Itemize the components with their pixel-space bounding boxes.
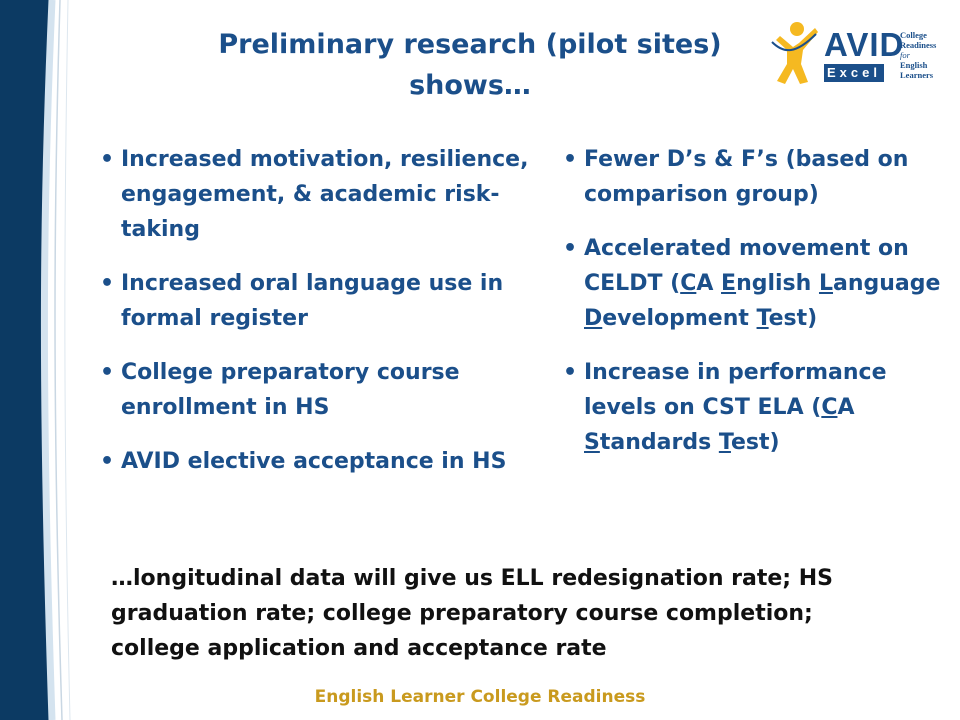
bullet-item-celdt: • Accelerated movement on CELDT (CA Engl… — [563, 231, 953, 336]
logo-tagline-line: College — [900, 30, 927, 40]
bullet-item-cst: • Increase in performance levels on CST … — [563, 355, 953, 460]
acronym-letter: E — [721, 271, 737, 296]
side-band-decoration — [0, 0, 90, 720]
text-segment: evelopment — [602, 306, 757, 331]
logo-tagline-line: for — [900, 50, 910, 60]
logo-brand: AVID — [824, 26, 905, 63]
bullet-item: • Increased oral language use in formal … — [100, 266, 535, 336]
acronym-letter: D — [584, 306, 603, 331]
person-star-icon — [771, 22, 818, 84]
acronym-letter: C — [680, 271, 697, 296]
slide-title: Preliminary research (pilot sites) shows… — [190, 24, 750, 106]
bullet-text: Fewer D’s & F’s (based on comparison gro… — [584, 147, 909, 207]
text-segment: nglish — [736, 271, 819, 296]
bullet-item: • Fewer D’s & F’s (based on comparison g… — [563, 142, 953, 212]
logo-tagline-line: English — [900, 60, 928, 70]
bullet-dot: • — [100, 360, 115, 385]
footer-text: English Learner College Readiness — [314, 687, 646, 707]
bullet-text: Accelerated movement on CELDT (CA Englis… — [584, 236, 940, 331]
text-segment: A — [696, 271, 722, 296]
acronym-letter: T — [756, 306, 769, 331]
bullet-dot: • — [100, 147, 115, 172]
bullet-text: Increase in performance levels on CST EL… — [584, 360, 887, 455]
text-segment: est) — [768, 306, 818, 331]
text-segment: Accelerated movement on CELDT ( — [584, 236, 909, 296]
bullet-text: College preparatory course enrollment in… — [121, 360, 460, 420]
bullet-text: Increased oral language use in formal re… — [121, 271, 504, 331]
bullet-item: • College preparatory course enrollment … — [100, 355, 535, 425]
logo-wordmark: AVID Excel — [824, 28, 904, 82]
logo-tagline-line: Readiness — [900, 40, 937, 50]
acronym-letter: T — [718, 430, 731, 455]
bullet-text: AVID elective acceptance in HS — [121, 449, 507, 474]
acronym-letter: L — [818, 271, 834, 296]
logo-tagline: College Readiness for English Learners — [900, 30, 936, 80]
bullet-dot: • — [100, 271, 115, 296]
text-segment: anguage — [833, 271, 941, 296]
text-segment: est) — [730, 430, 780, 455]
acronym-letter: C — [821, 395, 838, 420]
bullet-item: • AVID elective acceptance in HS — [100, 444, 535, 479]
bullet-dot: • — [563, 360, 578, 385]
left-bullet-list: • Increased motivation, resilience, enga… — [100, 142, 535, 498]
closing-statement: …longitudinal data will give us ELL rede… — [111, 566, 834, 661]
logo-tagline-line: Learners — [900, 70, 934, 80]
logo-sub: Excel — [824, 64, 884, 82]
text-segment: Increase in performance levels on CST EL… — [584, 360, 887, 420]
text-segment: A — [837, 395, 855, 420]
title-line-1: Preliminary research (pilot sites) — [218, 29, 722, 60]
right-bullet-list: • Fewer D’s & F’s (based on comparison g… — [563, 142, 953, 479]
bullet-dot: • — [100, 449, 115, 474]
bullet-dot: • — [563, 147, 578, 172]
text-segment: tandards — [599, 430, 719, 455]
title-line-2: shows… — [409, 70, 531, 101]
bullet-item: • Increased motivation, resilience, enga… — [100, 142, 535, 247]
bullet-dot: • — [563, 236, 578, 261]
bullet-text: Increased motivation, resilience, engage… — [121, 147, 529, 242]
acronym-letter: S — [584, 430, 600, 455]
avid-excel-logo: AVID Excel College Readiness for English… — [766, 18, 942, 90]
